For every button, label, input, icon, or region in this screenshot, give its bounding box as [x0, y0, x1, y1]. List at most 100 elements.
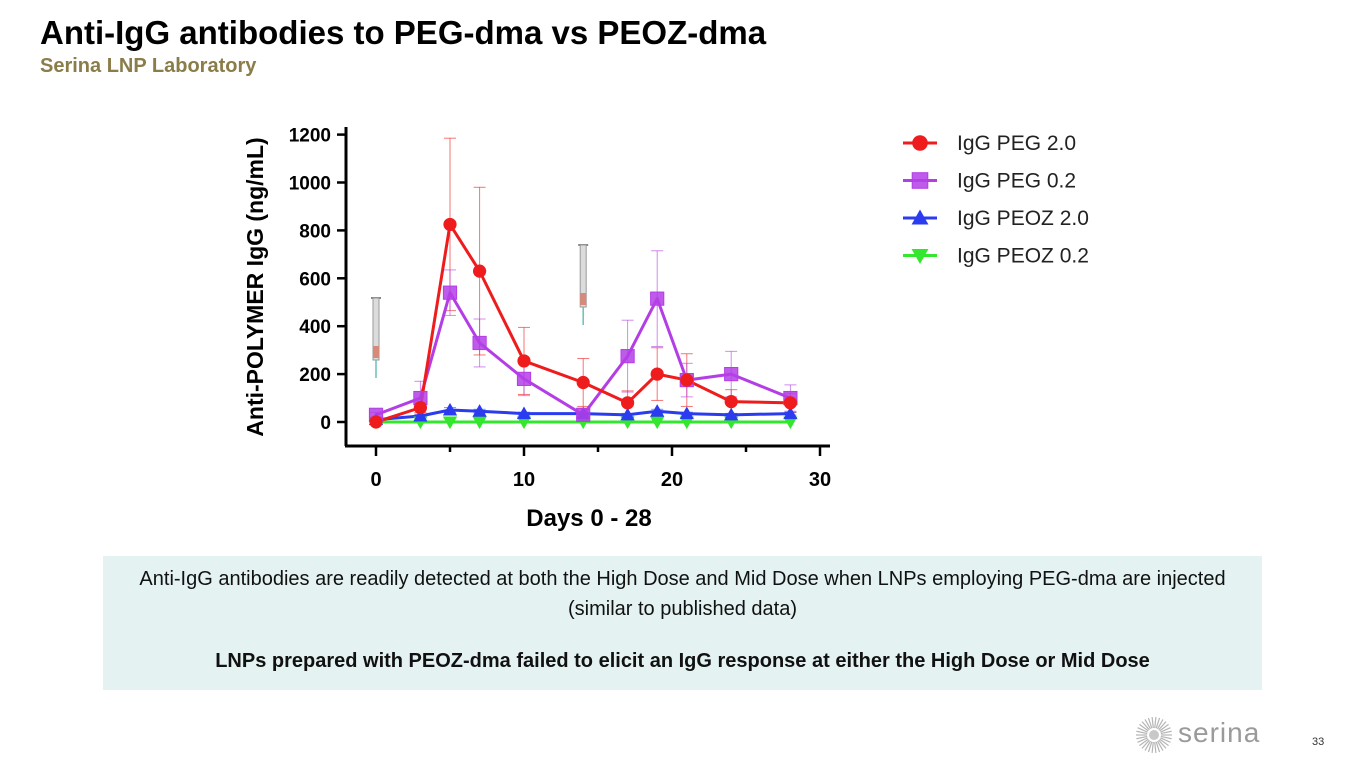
legend-label: IgG PEOZ 2.0 — [957, 207, 1089, 230]
data-point — [724, 395, 738, 409]
callout-text-2: LNPs prepared with PEOZ-dma failed to el… — [215, 650, 1150, 672]
y-tick-label: 0 — [320, 413, 331, 434]
data-point — [679, 406, 694, 420]
data-point — [413, 401, 427, 415]
x-tick-label: 10 — [513, 469, 535, 491]
data-point — [621, 396, 635, 410]
x-axis-label: Days 0 - 28 — [526, 505, 651, 532]
data-point — [783, 406, 798, 420]
sunburst-ray — [1156, 719, 1164, 730]
legend-marker — [911, 209, 929, 225]
sunburst-ray — [1158, 739, 1167, 749]
data-point — [516, 416, 532, 430]
sunburst-ray — [1160, 727, 1171, 733]
sunburst-ray — [1137, 737, 1148, 743]
y-tick-label: 800 — [299, 221, 331, 242]
sunburst-ray — [1155, 741, 1161, 753]
sunburst-ray — [1141, 739, 1150, 749]
data-point — [620, 407, 635, 421]
y-tick-label: 1000 — [289, 174, 331, 195]
logo-text: serina — [1178, 717, 1261, 748]
sunburst-ray — [1151, 741, 1154, 753]
sunburst-ray — [1141, 721, 1150, 731]
sunburst-ray — [1136, 735, 1148, 740]
data-point — [576, 375, 590, 390]
data-point — [442, 416, 458, 430]
sunburst-ray — [1139, 723, 1149, 732]
sunburst-ray — [1158, 721, 1167, 731]
data-point — [620, 349, 635, 364]
syringe-fluid — [580, 293, 587, 305]
data-point — [783, 416, 798, 430]
sunburst-ray — [1144, 719, 1152, 730]
data-point — [413, 408, 428, 422]
sunburst-ray — [1137, 727, 1148, 733]
x-tick-label: 20 — [661, 469, 683, 491]
y-axis-label: Anti-POLYMER IgG (ng/mL) — [242, 137, 268, 436]
data-point — [783, 396, 798, 410]
data-point — [443, 217, 457, 232]
legend-marker — [911, 249, 929, 264]
sunburst-ray — [1154, 717, 1157, 729]
sunburst-ray — [1159, 738, 1169, 747]
data-point — [516, 371, 532, 386]
sunburst-icon — [1136, 717, 1172, 753]
sunburst-ray — [1136, 730, 1148, 735]
sunburst-ray — [1156, 740, 1164, 751]
sunburst-ray — [1155, 717, 1161, 729]
legend-item: IgG PEOZ 2.0 — [903, 207, 1089, 230]
legend-marker — [912, 135, 928, 151]
sunburst-ray — [1159, 723, 1169, 732]
sunburst-ray — [1147, 741, 1153, 753]
data-point — [576, 407, 591, 422]
data-point — [472, 416, 487, 430]
legend-label: IgG PEOZ 0.2 — [957, 245, 1089, 268]
syringe-fluid — [373, 346, 379, 358]
data-point — [442, 285, 458, 300]
legend-label: IgG PEG 2.0 — [957, 132, 1076, 155]
igg-line-chart: 0 200 400 600 800 1000 1200 0 10 20 30 Anti-POLYME… — [242, 126, 1089, 532]
injection-markers — [371, 244, 589, 378]
syringe-icon — [371, 297, 381, 378]
sunburst-ray — [1144, 740, 1152, 751]
sunburst-ray — [1160, 730, 1172, 735]
page-number: 33 — [1312, 736, 1325, 748]
y-tick-label: 600 — [299, 269, 331, 290]
data-point — [472, 404, 487, 417]
x-tick-label: 30 — [809, 469, 831, 491]
legend-marker — [911, 172, 929, 189]
sunburst-ray — [1139, 738, 1149, 747]
sunburst-ray — [1147, 717, 1153, 729]
legend-item: IgG PEG 2.0 — [903, 132, 1076, 155]
data-point — [517, 354, 531, 368]
sunburst-ray — [1160, 735, 1172, 740]
summary-callout: Anti-IgG antibodies are readily detected… — [103, 556, 1262, 690]
y-tick-label: 400 — [299, 317, 331, 338]
slide-subtitle: Serina LNP Laboratory — [40, 55, 257, 77]
data-point — [650, 291, 665, 306]
syringe-icon — [578, 244, 589, 325]
serina-logo: serina — [1134, 715, 1274, 755]
data-point — [442, 402, 458, 416]
sunburst-ray — [1160, 737, 1171, 743]
data-point — [650, 404, 665, 417]
data-point — [650, 416, 665, 430]
data-point — [680, 373, 694, 387]
legend-item: IgG PEG 0.2 — [903, 170, 1076, 193]
data-point — [679, 416, 694, 430]
data-point — [650, 367, 664, 381]
y-tick-label: 200 — [299, 365, 331, 386]
data-point — [724, 367, 739, 382]
chart-legend: IgG PEG 2.0 IgG PEG 0.2 IgG PEOZ 2.0 IgG PE… — [903, 132, 1089, 268]
data-point — [724, 407, 739, 421]
legend-label: IgG PEG 0.2 — [957, 170, 1076, 193]
slide-title: Anti-IgG antibodies to PEG-dma vs PEOZ-d… — [40, 14, 767, 51]
data-point — [472, 335, 487, 351]
callout-text-1: Anti-IgG antibodies are readily detected… — [139, 568, 1226, 620]
sunburst-ray — [1154, 741, 1157, 753]
sunburst-core — [1149, 730, 1159, 740]
chart-axes: 0 200 400 600 800 1000 1200 0 10 20 30 — [289, 126, 831, 491]
sunburst-ray — [1151, 717, 1154, 729]
data-point — [473, 264, 487, 278]
data-point — [369, 415, 383, 429]
